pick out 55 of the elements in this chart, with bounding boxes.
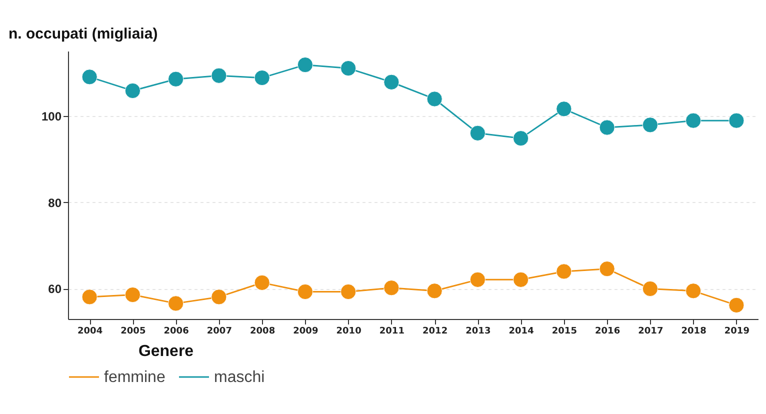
point [426,91,442,107]
legend-label: femmine [104,369,166,386]
y-tick-label: 80 [48,196,62,210]
point [211,289,227,305]
x-tick-label: 2005 [120,326,146,336]
point [297,57,314,73]
x-tick-label: 2006 [164,326,189,336]
point [340,60,356,76]
point [470,125,486,141]
point [642,280,658,297]
x-tick-label: 2018 [681,326,706,336]
point [685,112,702,128]
x-tick-label: 2015 [552,326,577,336]
point [254,70,270,86]
point [254,274,270,291]
point [512,272,529,288]
point [124,82,141,99]
point [556,264,572,280]
point [512,130,529,146]
point [599,120,615,136]
y-tick-label: 60 [48,282,62,296]
point [728,297,744,313]
x-tick-label: 2019 [724,326,750,336]
legend-title: Genere [138,343,194,360]
x-tick-label: 2016 [595,326,620,336]
point [599,261,615,277]
x-tick-label: 2007 [206,326,232,336]
point [685,283,702,299]
point [340,284,356,300]
point [384,280,400,296]
x-tick-label: 2009 [293,326,318,336]
x-tick-label: 2011 [379,326,404,336]
point [82,69,98,85]
point [426,283,442,299]
x-tick-label: 2014 [508,326,534,336]
x-tick-label: 2012 [422,326,448,336]
point [728,112,744,128]
x-tick-label: 2004 [78,326,103,336]
y-tick-label: 100 [41,109,62,124]
point [211,68,227,84]
point [168,296,184,312]
x-tick-label: 2017 [638,326,664,336]
x-tick-label: 2013 [466,326,491,336]
point [82,289,98,305]
x-tick-label: 2008 [250,326,276,336]
point [168,71,184,87]
point [124,286,141,303]
point [642,117,658,133]
point [297,284,314,300]
x-tick-label: 2010 [336,326,362,336]
legend-label: maschi [214,369,265,386]
point [470,272,486,288]
point [384,74,400,90]
y-axis-title: n. occupati (migliaia) [8,26,158,42]
point [556,101,572,117]
